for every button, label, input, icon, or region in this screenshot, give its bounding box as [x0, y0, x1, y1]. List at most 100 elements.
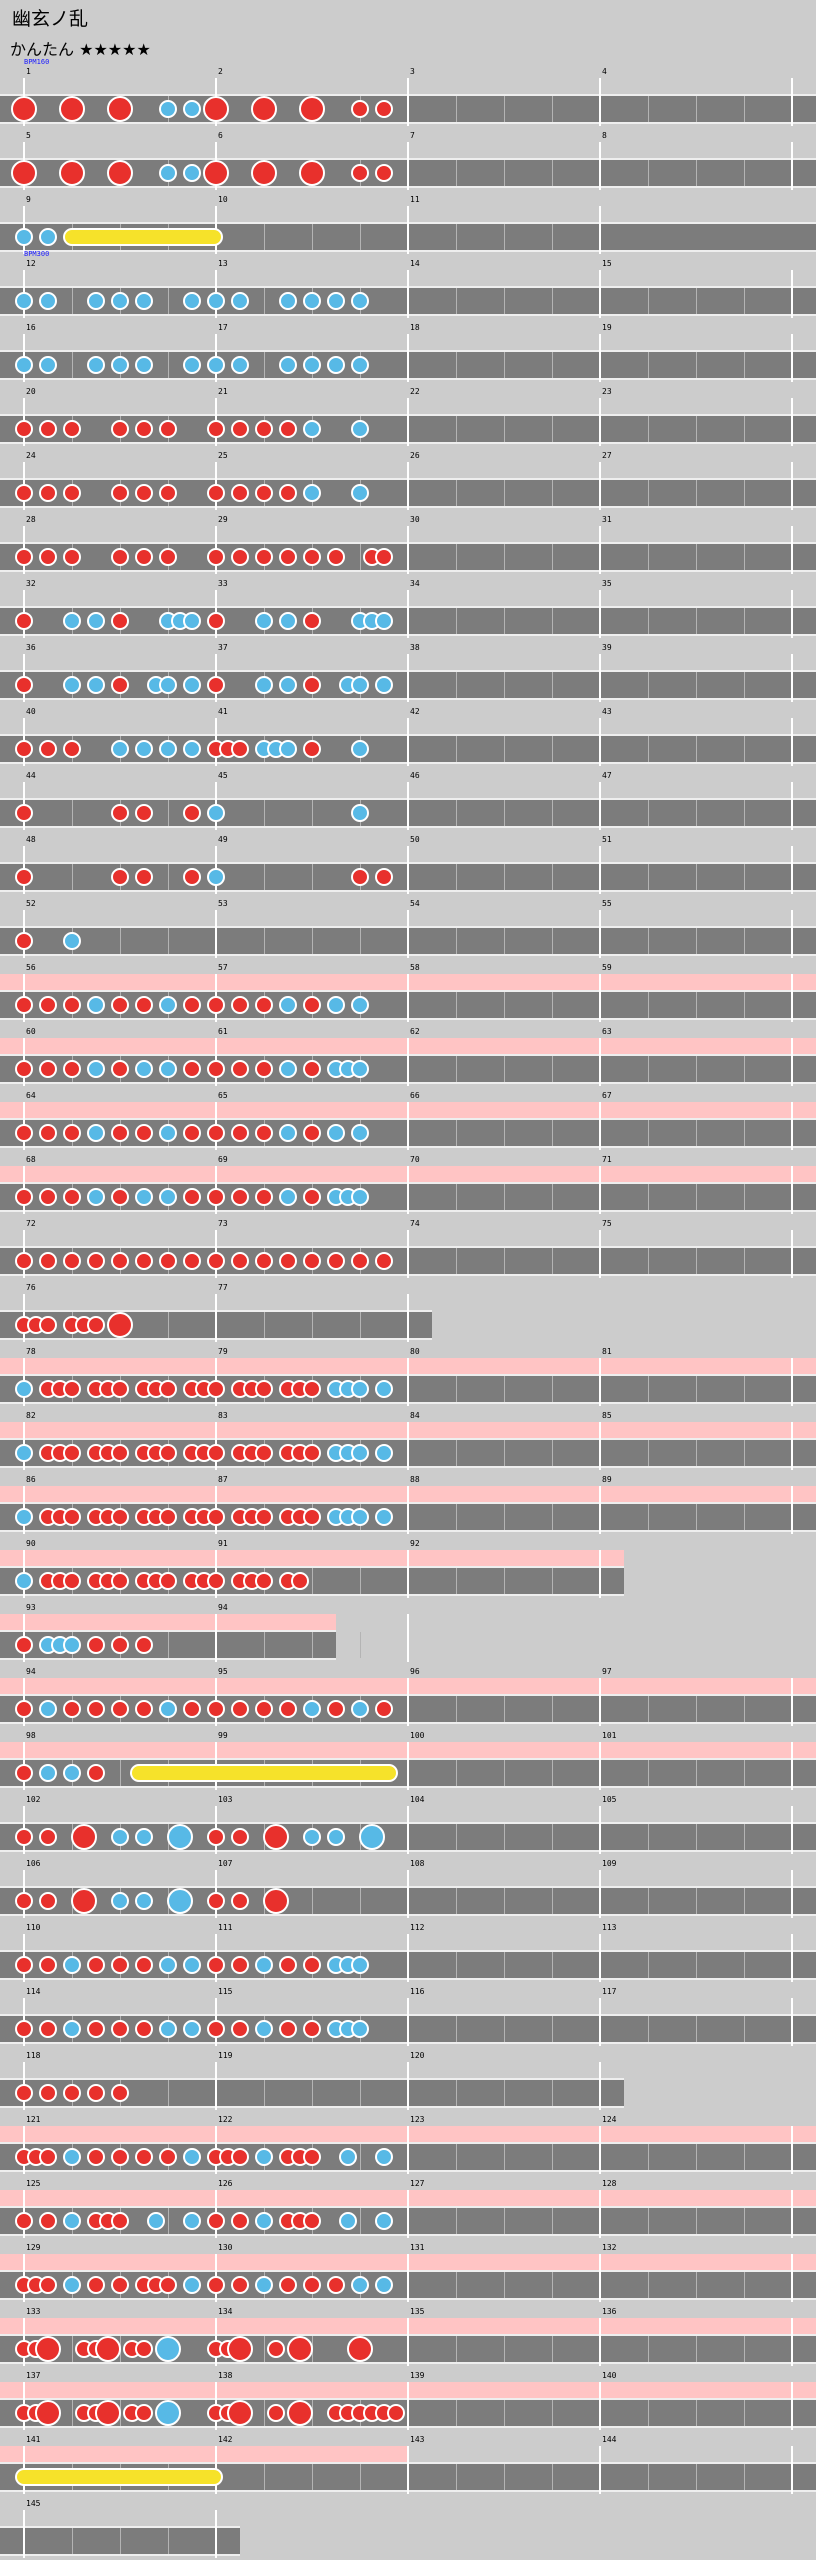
- don-note: [387, 2404, 405, 2422]
- measure-number: 1: [26, 67, 31, 76]
- measure-line: [407, 398, 409, 446]
- measure-line: [407, 1614, 409, 1662]
- beat-line: [648, 2208, 649, 2234]
- beat-line: [744, 1696, 745, 1722]
- big-don-note: [251, 96, 277, 122]
- don-note: [207, 1252, 225, 1270]
- don-note: [135, 1956, 153, 1974]
- measure-line: [791, 1742, 793, 1790]
- don-note: [111, 2212, 129, 2230]
- beat-line: [696, 2464, 697, 2490]
- measure-number: 139: [410, 2371, 425, 2380]
- measure-line: [599, 2190, 601, 2238]
- don-note: [207, 1956, 225, 1974]
- beat-line: [504, 2144, 505, 2170]
- beat-line: [504, 1696, 505, 1722]
- beat-line: [120, 928, 121, 954]
- beat-line: [744, 2016, 745, 2042]
- measure-number: 6: [218, 131, 223, 140]
- beat-line: [120, 2528, 121, 2554]
- beat-line: [696, 1504, 697, 1530]
- ka-note: [327, 996, 345, 1014]
- measure-line: [791, 462, 793, 510]
- measure-number: 19: [602, 323, 612, 332]
- beat-line: [360, 2144, 361, 2170]
- beat-line: [72, 864, 73, 890]
- measure-number: 48: [26, 835, 36, 844]
- don-note: [303, 1380, 321, 1398]
- measure-number: 73: [218, 1219, 228, 1228]
- don-note: [327, 2276, 345, 2294]
- beat-line: [456, 928, 457, 954]
- beat-line: [264, 288, 265, 314]
- beat-line: [264, 2336, 265, 2362]
- measure-line: [599, 2382, 601, 2430]
- beat-line: [648, 288, 649, 314]
- measure-line: [791, 1678, 793, 1726]
- beat-line: [744, 352, 745, 378]
- measure-line: [599, 142, 601, 190]
- don-note: [111, 2148, 129, 2166]
- measure-number: 53: [218, 899, 228, 908]
- beat-line: [456, 2272, 457, 2298]
- beat-line: [552, 416, 553, 442]
- measure-number: 7: [410, 131, 415, 140]
- don-note: [15, 1636, 33, 1654]
- measure-number: 14: [410, 259, 420, 268]
- beat-line: [552, 2080, 553, 2106]
- measure-number: 85: [602, 1411, 612, 1420]
- ka-note: [87, 356, 105, 374]
- beat-line: [552, 1696, 553, 1722]
- difficulty-stars: ★★★★★: [79, 40, 151, 59]
- beat-line: [552, 2016, 553, 2042]
- measure-number: 20: [26, 387, 36, 396]
- measure-number: 116: [410, 1987, 425, 1996]
- ka-note: [111, 1828, 129, 1846]
- beat-line: [744, 288, 745, 314]
- don-note: [207, 1508, 225, 1526]
- don-note: [351, 868, 369, 886]
- ka-note: [339, 2212, 357, 2230]
- measure-line: [407, 1294, 409, 1342]
- ka-note: [135, 1188, 153, 1206]
- don-note: [231, 2276, 249, 2294]
- measure-number: 44: [26, 771, 36, 780]
- ka-note: [159, 1060, 177, 1078]
- don-note: [15, 484, 33, 502]
- don-note: [15, 2020, 33, 2038]
- don-note: [279, 1252, 297, 1270]
- beat-line: [168, 800, 169, 826]
- beat-line: [744, 1824, 745, 1850]
- measure-number: 58: [410, 963, 420, 972]
- measure-number: 60: [26, 1027, 36, 1036]
- measure-number: 74: [410, 1219, 420, 1228]
- measure-number: 113: [602, 1923, 617, 1932]
- don-note: [255, 1508, 273, 1526]
- don-note: [15, 1188, 33, 1206]
- measure-number: 26: [410, 451, 420, 460]
- gogo-band: [0, 1614, 336, 1630]
- beat-line: [696, 2208, 697, 2234]
- don-note: [111, 1572, 129, 1590]
- measure-number: 110: [26, 1923, 41, 1932]
- don-note: [15, 1828, 33, 1846]
- beat-line: [168, 864, 169, 890]
- ka-note: [135, 1060, 153, 1078]
- ka-note: [135, 1892, 153, 1910]
- beat-line: [264, 800, 265, 826]
- ka-note: [159, 2020, 177, 2038]
- measure-number: 126: [218, 2179, 233, 2188]
- measure-number: 71: [602, 1155, 612, 1164]
- beat-line: [696, 1760, 697, 1786]
- gogo-band: [0, 2446, 408, 2462]
- ka-note: [63, 2276, 81, 2294]
- beat-line: [552, 2208, 553, 2234]
- beat-line: [360, 1312, 361, 1338]
- beat-line: [552, 2144, 553, 2170]
- ka-note: [87, 612, 105, 630]
- beat-line: [456, 288, 457, 314]
- measure-number: 12: [26, 259, 36, 268]
- don-note: [375, 548, 393, 566]
- big-don-note: [95, 2336, 121, 2362]
- measure-line: [407, 1742, 409, 1790]
